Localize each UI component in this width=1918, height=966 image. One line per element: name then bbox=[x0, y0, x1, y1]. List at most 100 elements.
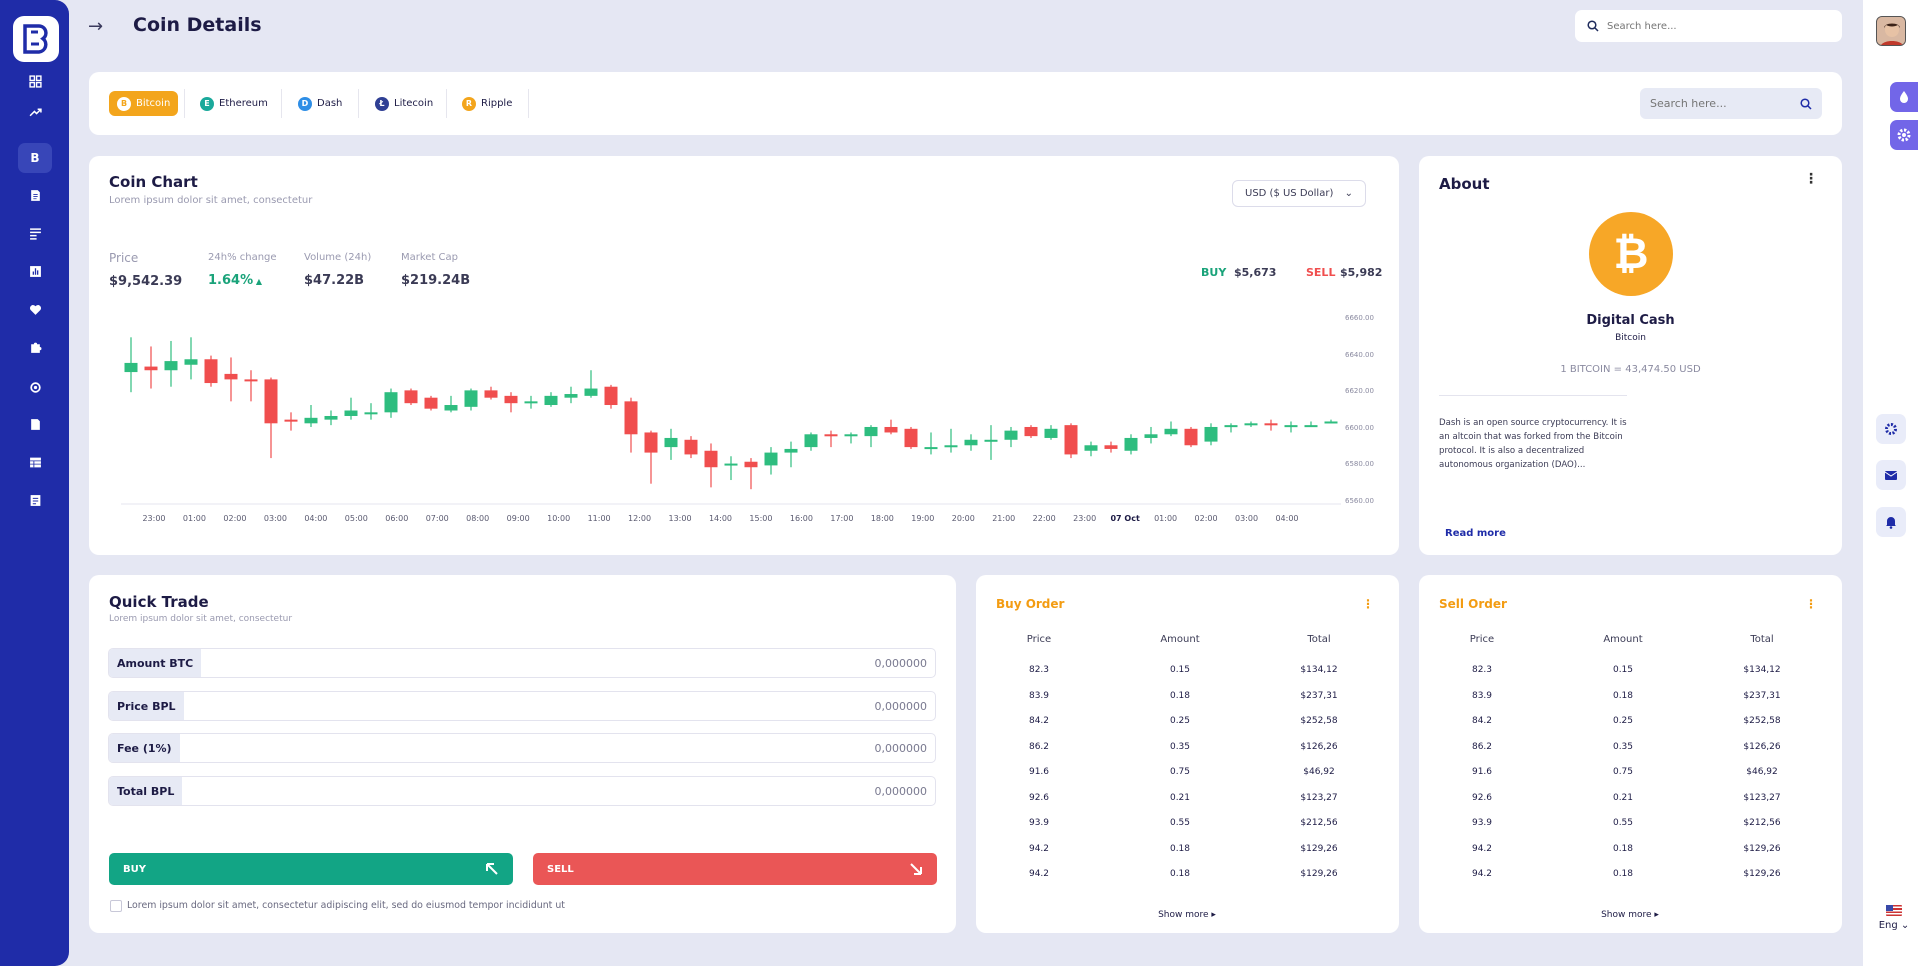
table-header: Amount bbox=[1160, 634, 1200, 645]
nav-form-icon[interactable] bbox=[18, 485, 52, 515]
table-cell: 94.2 bbox=[1028, 843, 1050, 854]
x-tick-label: 14:00 bbox=[708, 514, 733, 523]
tab-litecoin[interactable]: Ł Litecoin bbox=[367, 91, 441, 116]
table-cell: 0.18 bbox=[1612, 690, 1634, 701]
ethereum-icon: E bbox=[200, 96, 214, 111]
candle-body bbox=[1144, 434, 1158, 438]
x-tick-label: 12:00 bbox=[628, 514, 652, 523]
sell-order-show-more[interactable]: Show more ▸ bbox=[1601, 910, 1659, 920]
sidebar-toggle-arrow-icon[interactable]: → bbox=[88, 16, 104, 37]
nav-table-icon[interactable] bbox=[18, 447, 52, 477]
litecoin-icon: Ł bbox=[375, 96, 389, 111]
nav-bitcoin-icon[interactable]: B bbox=[18, 143, 52, 173]
sell-button[interactable]: SELL bbox=[533, 853, 937, 885]
price-bpl-field[interactable]: Price BPL 0,000000 bbox=[108, 691, 936, 721]
x-tick-label: 01:00 bbox=[1154, 514, 1178, 523]
candle bbox=[644, 430, 658, 484]
tab-divider bbox=[184, 89, 185, 118]
candle bbox=[264, 377, 278, 459]
candle-body bbox=[1024, 426, 1038, 437]
candle-body bbox=[884, 426, 898, 433]
app-logo[interactable] bbox=[13, 16, 59, 62]
svg-text:₿: ₿ bbox=[1614, 229, 1649, 279]
x-tick-label: 09:00 bbox=[506, 514, 530, 523]
right-settings-icon[interactable] bbox=[1876, 414, 1906, 444]
terms-checkbox[interactable] bbox=[110, 900, 122, 912]
candle-body bbox=[244, 379, 258, 382]
search-icon[interactable] bbox=[1800, 97, 1812, 110]
y-tick-label: 6620.00 bbox=[1345, 387, 1374, 396]
theme-drop-icon[interactable] bbox=[1890, 82, 1918, 112]
candle-body bbox=[1164, 428, 1178, 435]
candle bbox=[244, 370, 258, 402]
tab-ethereum[interactable]: E Ethereum bbox=[192, 91, 276, 116]
table-cell: 84.2 bbox=[1471, 716, 1493, 726]
coin-search-input[interactable] bbox=[1650, 97, 1790, 110]
table-cell: $212,56 bbox=[1300, 818, 1338, 828]
read-more-link[interactable]: Read more bbox=[1445, 528, 1506, 539]
user-avatar[interactable] bbox=[1876, 16, 1906, 46]
candle-body bbox=[844, 434, 858, 437]
buy-button[interactable]: BUY bbox=[109, 853, 513, 885]
nav-settings-icon[interactable] bbox=[18, 372, 52, 402]
buy-order-show-more[interactable]: Show more ▸ bbox=[1158, 910, 1216, 920]
candle bbox=[484, 386, 498, 400]
top-search[interactable] bbox=[1575, 10, 1842, 42]
about-rate: 1 BITCOIN = 43,474.50 USD bbox=[1560, 364, 1701, 375]
nav-analytics-icon[interactable] bbox=[18, 256, 52, 286]
candle-body bbox=[144, 366, 158, 371]
language-selector[interactable]: Eng ⌄ bbox=[1874, 905, 1914, 931]
table-cell: 82.3 bbox=[1028, 665, 1050, 675]
mail-icon[interactable] bbox=[1876, 460, 1906, 490]
search-icon bbox=[1587, 20, 1599, 32]
candle bbox=[1244, 421, 1258, 427]
amount-btc-field[interactable]: Amount BTC 0,000000 bbox=[108, 648, 936, 678]
coin-search[interactable] bbox=[1640, 88, 1822, 119]
tab-dash[interactable]: D Dash bbox=[290, 91, 350, 116]
candle bbox=[884, 419, 898, 435]
candle-body bbox=[904, 428, 918, 448]
nav-puzzle-icon[interactable] bbox=[18, 332, 52, 362]
top-search-input[interactable] bbox=[1607, 20, 1807, 32]
candle-body bbox=[484, 390, 498, 398]
buy-order-title: Buy Order bbox=[996, 597, 1065, 611]
table-cell: 83.9 bbox=[1028, 690, 1050, 701]
candle-body bbox=[624, 401, 638, 435]
total-bpl-field[interactable]: Total BPL 0,000000 bbox=[108, 776, 936, 806]
candle-body bbox=[524, 401, 538, 404]
about-more-menu-icon[interactable]: ⋮ bbox=[1804, 171, 1818, 187]
quick-trade-subtitle: Lorem ipsum dolor sit amet, consectetur bbox=[109, 614, 293, 624]
buy-order-menu-icon[interactable]: ⋮ bbox=[1362, 597, 1374, 611]
candle bbox=[564, 386, 578, 404]
tab-ripple[interactable]: R Ripple bbox=[454, 91, 520, 116]
candle-body bbox=[924, 447, 938, 450]
buy-price: $5,673 bbox=[1234, 266, 1277, 279]
candle bbox=[664, 428, 678, 460]
fee-field[interactable]: Fee (1%) 0,000000 bbox=[108, 733, 936, 763]
y-tick-label: 6600.00 bbox=[1345, 423, 1374, 432]
nav-heart-icon[interactable] bbox=[18, 294, 52, 324]
table-cell: 84.2 bbox=[1028, 716, 1050, 726]
table-cell: $252,58 bbox=[1300, 716, 1338, 726]
table-cell: $134,12 bbox=[1743, 665, 1781, 675]
candle-body bbox=[1244, 423, 1258, 426]
currency-select[interactable]: USD ($ US Dollar) ⌄ bbox=[1232, 180, 1366, 207]
table-cell: 94.2 bbox=[1028, 869, 1050, 879]
nav-dashboard-icon[interactable] bbox=[18, 66, 52, 96]
x-tick-label: 17:00 bbox=[830, 514, 854, 523]
candle bbox=[624, 397, 638, 453]
candle bbox=[764, 447, 778, 475]
tab-bitcoin[interactable]: B Bitcoin bbox=[109, 91, 179, 116]
notification-bell-icon[interactable] bbox=[1876, 507, 1906, 537]
nav-trending-icon[interactable] bbox=[18, 97, 52, 127]
nav-file-icon[interactable] bbox=[18, 409, 52, 439]
nav-checklist-icon[interactable] bbox=[18, 218, 52, 248]
candle-body bbox=[324, 415, 338, 420]
x-tick-label: 22:00 bbox=[1032, 514, 1056, 523]
y-tick-label: 6560.00 bbox=[1345, 497, 1374, 505]
table-cell: $129,26 bbox=[1300, 843, 1338, 854]
sell-order-menu-icon[interactable]: ⋮ bbox=[1805, 597, 1817, 611]
settings-gear-icon[interactable] bbox=[1890, 120, 1918, 150]
table-cell: 0.75 bbox=[1169, 767, 1191, 777]
nav-document-icon[interactable] bbox=[18, 180, 52, 210]
